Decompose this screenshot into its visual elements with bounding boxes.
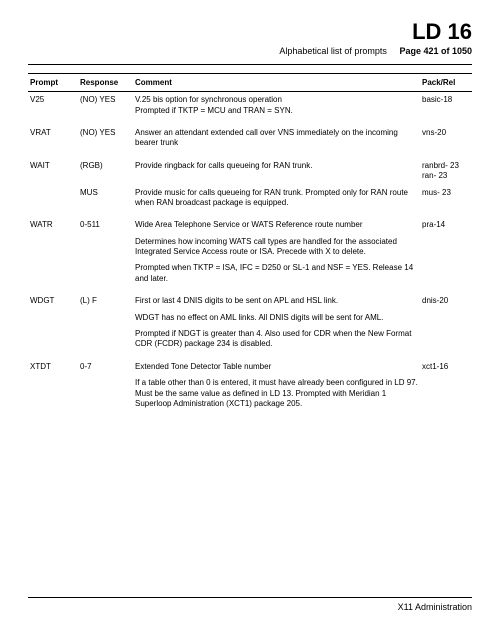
page-subtitle: Alphabetical list of prompts Page 421 of…: [28, 46, 472, 56]
table-row: Prompted if NDGT is greater than 4. Also…: [28, 326, 472, 353]
table-body: V25(NO) YESV.25 bis option for synchrono…: [28, 92, 472, 413]
cell-response: [78, 375, 133, 412]
cell-comment: Provide music for calls queueing for RAN…: [133, 185, 420, 212]
cell-response: (NO) YES: [78, 92, 133, 119]
cell-comment: Prompted when TKTP = ISA, IFC = D250 or …: [133, 260, 420, 287]
cell-packrel: [420, 310, 472, 326]
cell-packrel: [420, 375, 472, 412]
cell-comment: V.25 bis option for synchronous operatio…: [133, 92, 420, 119]
page-title: LD 16: [28, 20, 472, 44]
table-row: XTDT0-7Extended Tone Detector Table numb…: [28, 359, 472, 375]
cell-packrel: ranbrd- 23ran- 23: [420, 158, 472, 185]
cell-packrel: basic-18: [420, 92, 472, 119]
cell-response: (RGB): [78, 158, 133, 185]
page-footer: X11 Administration: [28, 597, 472, 612]
col-header-prompt: Prompt: [28, 74, 78, 92]
cell-response: [78, 326, 133, 353]
table-row: Determines how incoming WATS call types …: [28, 234, 472, 261]
cell-comment: Prompted if NDGT is greater than 4. Also…: [133, 326, 420, 353]
cell-packrel: [420, 260, 472, 287]
table-row: WDGT has no effect on AML links. All DNI…: [28, 310, 472, 326]
cell-response: [78, 260, 133, 287]
footer-rule: [28, 597, 472, 598]
cell-response: 0-7: [78, 359, 133, 375]
table-row: WDGT(L) FFirst or last 4 DNIS digits to …: [28, 293, 472, 309]
cell-comment: If a table other than 0 is entered, it m…: [133, 375, 420, 412]
cell-packrel: [420, 234, 472, 261]
subtitle-left: Alphabetical list of prompts: [279, 46, 387, 56]
table-row: VRAT(NO) YESAnswer an attendant extended…: [28, 125, 472, 152]
table-row: V25(NO) YESV.25 bis option for synchrono…: [28, 92, 472, 119]
col-header-packrel: Pack/Rel: [420, 74, 472, 92]
cell-response: (L) F: [78, 293, 133, 309]
col-header-response: Response: [78, 74, 133, 92]
table-row: Prompted when TKTP = ISA, IFC = D250 or …: [28, 260, 472, 287]
cell-prompt: [28, 260, 78, 287]
cell-prompt: WDGT: [28, 293, 78, 309]
table-row: If a table other than 0 is entered, it m…: [28, 375, 472, 412]
header-rule: [28, 64, 472, 65]
cell-prompt: V25: [28, 92, 78, 119]
cell-prompt: [28, 310, 78, 326]
cell-comment: Wide Area Telephone Service or WATS Refe…: [133, 217, 420, 233]
cell-prompt: WATR: [28, 217, 78, 233]
table-row: WAIT(RGB)Provide ringback for calls queu…: [28, 158, 472, 185]
cell-response: [78, 310, 133, 326]
cell-prompt: [28, 234, 78, 261]
cell-response: [78, 234, 133, 261]
cell-comment: Provide ringback for calls queueing for …: [133, 158, 420, 185]
cell-comment: WDGT has no effect on AML links. All DNI…: [133, 310, 420, 326]
cell-prompt: [28, 185, 78, 212]
cell-prompt: XTDT: [28, 359, 78, 375]
cell-packrel: dnis-20: [420, 293, 472, 309]
table-row: MUSProvide music for calls queueing for …: [28, 185, 472, 212]
cell-prompt: VRAT: [28, 125, 78, 152]
cell-response: (NO) YES: [78, 125, 133, 152]
cell-packrel: vns-20: [420, 125, 472, 152]
prompts-table: Prompt Response Comment Pack/Rel V25(NO)…: [28, 73, 472, 412]
cell-response: 0-511: [78, 217, 133, 233]
col-header-comment: Comment: [133, 74, 420, 92]
document-page: LD 16 Alphabetical list of prompts Page …: [0, 0, 500, 628]
table-row: WATR0-511Wide Area Telephone Service or …: [28, 217, 472, 233]
footer-text: X11 Administration: [28, 602, 472, 612]
cell-packrel: xct1-16: [420, 359, 472, 375]
table-header-row: Prompt Response Comment Pack/Rel: [28, 74, 472, 92]
cell-comment: Determines how incoming WATS call types …: [133, 234, 420, 261]
cell-packrel: pra-14: [420, 217, 472, 233]
cell-comment: Extended Tone Detector Table number: [133, 359, 420, 375]
subtitle-right: Page 421 of 1050: [399, 46, 472, 56]
cell-prompt: [28, 375, 78, 412]
cell-prompt: [28, 326, 78, 353]
cell-prompt: WAIT: [28, 158, 78, 185]
cell-packrel: [420, 326, 472, 353]
cell-response: MUS: [78, 185, 133, 212]
cell-comment: First or last 4 DNIS digits to be sent o…: [133, 293, 420, 309]
cell-packrel: mus- 23: [420, 185, 472, 212]
cell-comment: Answer an attendant extended call over V…: [133, 125, 420, 152]
